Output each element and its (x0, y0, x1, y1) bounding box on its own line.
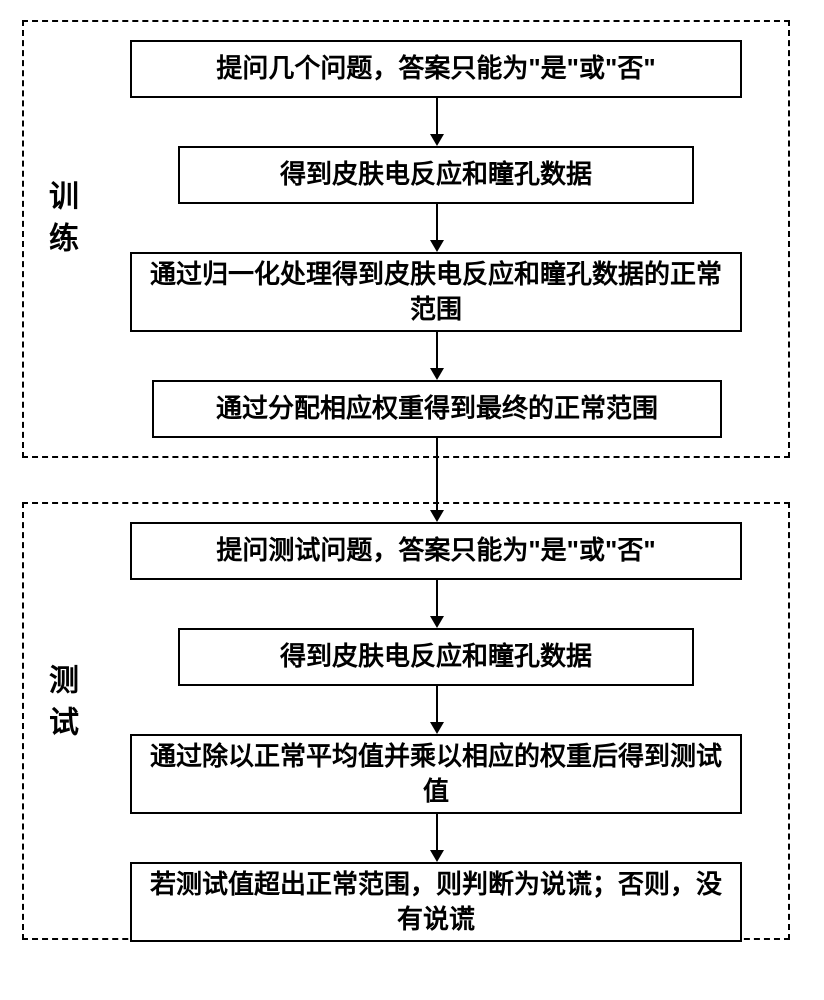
testing-step-2-text: 得到皮肤电反应和瞳孔数据 (280, 639, 592, 674)
training-step-4-text: 通过分配相应权重得到最终的正常范围 (216, 391, 658, 426)
arrow-t1-t2 (436, 98, 438, 144)
testing-step-4-text: 若测试值超出正常范围，则判断为说谎；否则，没有说谎 (146, 867, 726, 937)
testing-step-3-text: 通过除以正常平均值并乘以相应的权重后得到测试值 (146, 739, 726, 809)
arrow-t3-t4 (436, 332, 438, 378)
training-step-2: 得到皮肤电反应和瞳孔数据 (178, 146, 694, 204)
testing-phase-label: 测试 (38, 664, 82, 748)
testing-step-4: 若测试值超出正常范围，则判断为说谎；否则，没有说谎 (130, 862, 742, 942)
training-step-4: 通过分配相应权重得到最终的正常范围 (152, 380, 722, 438)
arrow-s1-s2 (436, 580, 438, 626)
testing-step-1-text: 提问测试问题，答案只能为"是"或"否" (216, 533, 655, 568)
training-step-2-text: 得到皮肤电反应和瞳孔数据 (280, 157, 592, 192)
arrow-t2-t3 (436, 204, 438, 250)
training-phase-label: 训练 (38, 180, 82, 264)
testing-step-3: 通过除以正常平均值并乘以相应的权重后得到测试值 (130, 734, 742, 814)
arrow-s3-s4 (436, 814, 438, 860)
testing-step-1: 提问测试问题，答案只能为"是"或"否" (130, 522, 742, 580)
arrow-t4-s1 (436, 438, 438, 520)
testing-step-2: 得到皮肤电反应和瞳孔数据 (178, 628, 694, 686)
training-step-1-text: 提问几个问题，答案只能为"是"或"否" (216, 51, 655, 86)
training-step-3: 通过归一化处理得到皮肤电反应和瞳孔数据的正常范围 (130, 252, 742, 332)
arrow-s2-s3 (436, 686, 438, 732)
training-step-3-text: 通过归一化处理得到皮肤电反应和瞳孔数据的正常范围 (146, 257, 726, 327)
training-step-1: 提问几个问题，答案只能为"是"或"否" (130, 40, 742, 98)
